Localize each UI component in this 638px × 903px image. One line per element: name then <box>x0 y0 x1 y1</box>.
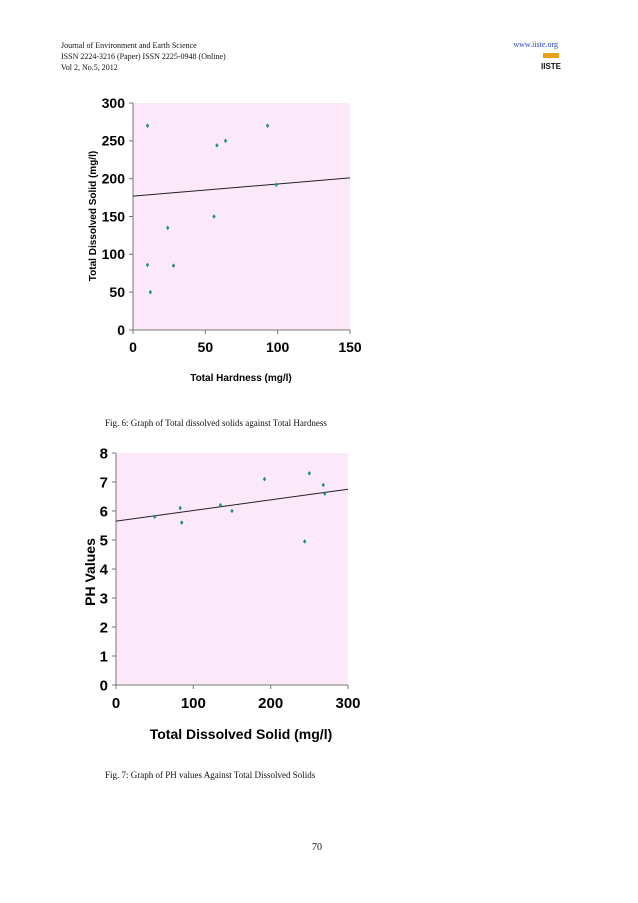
x-tick-label: 100 <box>266 339 290 355</box>
y-tick-label: 300 <box>102 95 126 111</box>
data-point <box>166 225 170 231</box>
y-tick-label: 4 <box>100 561 109 578</box>
x-tick-label: 100 <box>181 695 206 712</box>
x-tick-label: 300 <box>335 695 360 712</box>
data-point <box>148 289 153 295</box>
journal-issn: ISSN 2224-3216 (Paper) ISSN 2225-0948 (O… <box>61 52 226 61</box>
x-tick-label: 0 <box>129 339 137 355</box>
journal-volume: Vol 2, No.5, 2012 <box>61 63 118 72</box>
y-axis-label: PH Values <box>82 538 98 606</box>
data-point <box>223 138 228 144</box>
data-point <box>178 505 182 511</box>
data-point <box>265 123 270 128</box>
data-point <box>262 476 267 482</box>
y-tick-label: 3 <box>100 590 108 607</box>
data-point <box>323 491 327 496</box>
figure-7-caption: Fig. 7: Graph of PH values Against Total… <box>105 770 316 780</box>
data-point <box>274 182 278 188</box>
data-point <box>302 539 307 544</box>
iiste-logo: IISTE <box>541 53 561 71</box>
page-number: 70 <box>312 842 322 853</box>
x-tick-label: 150 <box>338 339 362 355</box>
trendline <box>132 177 351 197</box>
data-point <box>145 262 150 268</box>
y-tick-label: 200 <box>102 171 126 187</box>
data-point <box>180 520 184 525</box>
data-point <box>218 502 223 508</box>
y-tick-label: 250 <box>102 133 126 149</box>
plot-area <box>116 453 348 685</box>
data-point <box>321 482 325 488</box>
y-tick-label: 150 <box>102 208 126 224</box>
y-axis-label: Total Dissolved Solid (mg/l) <box>88 151 99 281</box>
data-point <box>212 214 216 219</box>
x-axis-label: Total Hardness (mg/l) <box>190 373 292 384</box>
figure-6-caption: Fig. 6: Graph of Total dissolved solids … <box>105 418 327 428</box>
y-tick-label: 0 <box>100 677 108 694</box>
journal-title: Journal of Environment and Earth Science <box>61 41 197 50</box>
data-point <box>215 143 219 148</box>
y-tick-label: 7 <box>100 474 108 491</box>
x-tick-label: 200 <box>258 695 283 712</box>
logo-text: IISTE <box>541 62 561 71</box>
trendline <box>115 488 349 522</box>
x-axis-label: Total Dissolved Solid (mg/l) <box>150 726 333 742</box>
x-tick-label: 0 <box>112 695 120 712</box>
data-point <box>152 514 157 520</box>
data-point <box>145 123 150 128</box>
y-tick-label: 100 <box>102 246 126 262</box>
plot-area <box>133 103 350 330</box>
y-tick-label: 1 <box>100 648 108 665</box>
x-tick-label: 50 <box>198 339 214 355</box>
data-point <box>307 471 312 476</box>
journal-url[interactable]: www.iiste.org <box>513 40 558 49</box>
y-tick-label: 5 <box>100 532 108 549</box>
journal-header: Journal of Environment and Earth Science… <box>61 40 226 73</box>
data-point <box>171 263 176 268</box>
y-tick-label: 2 <box>100 619 108 636</box>
y-tick-label: 0 <box>117 322 125 338</box>
y-tick-label: 8 <box>100 445 108 462</box>
y-tick-label: 50 <box>109 284 125 300</box>
y-tick-label: 6 <box>100 503 108 520</box>
data-point <box>230 508 234 514</box>
